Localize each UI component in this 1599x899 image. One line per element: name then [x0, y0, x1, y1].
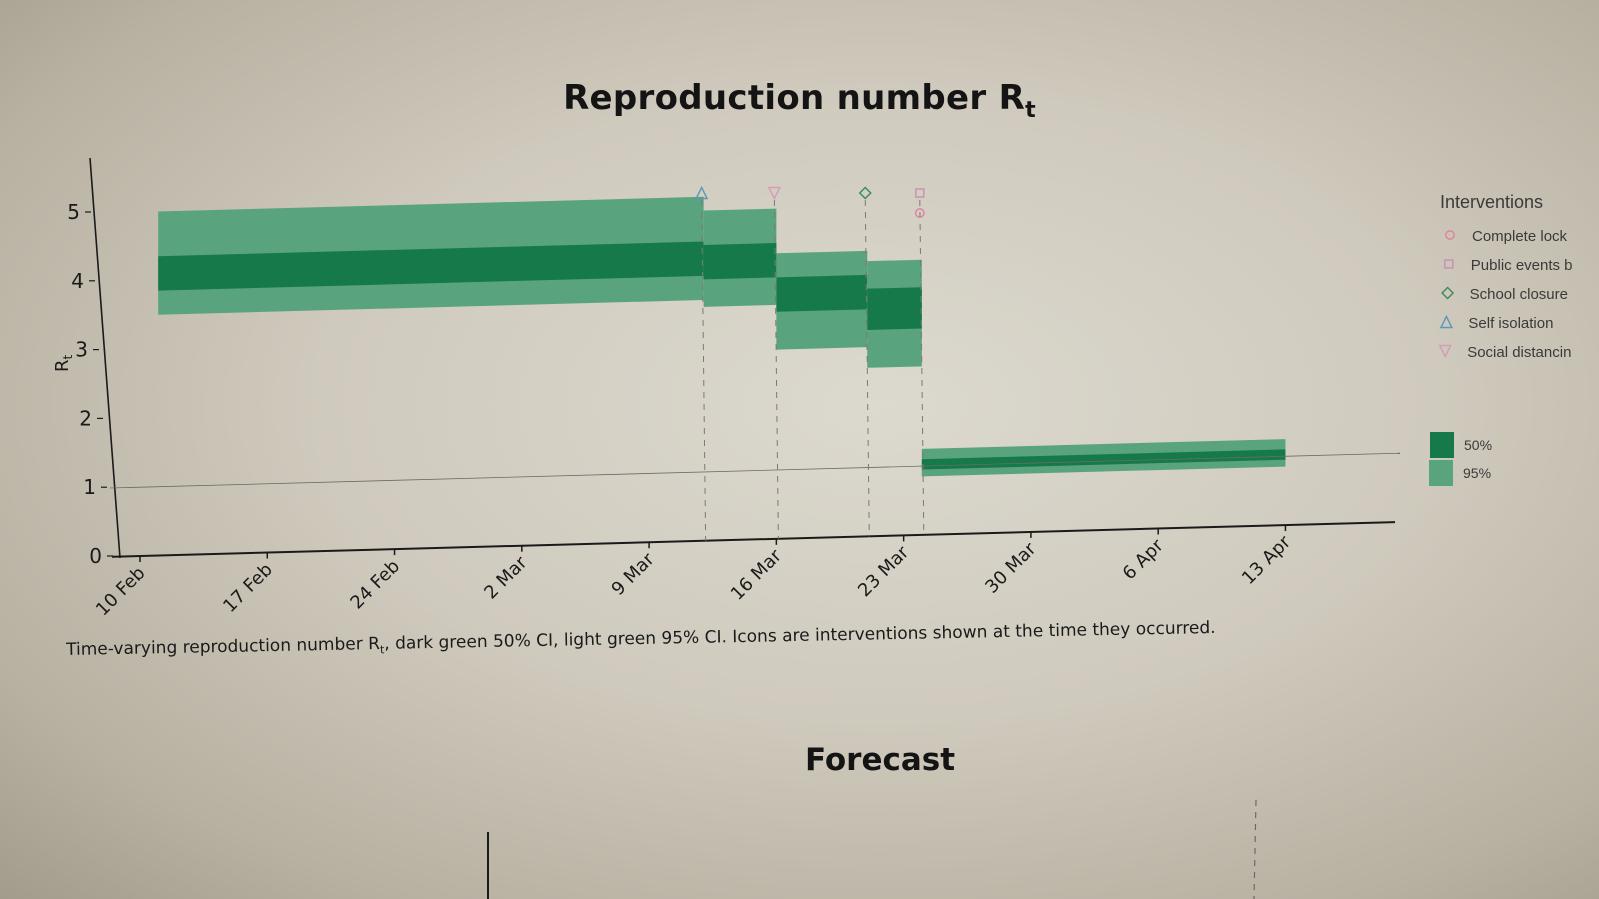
- x-tick-label-5: 16 Mar: [727, 545, 787, 605]
- legend-public_events-icon: [1444, 259, 1454, 269]
- legend-title: Interventions: [1440, 192, 1543, 212]
- x-axis-line: [111, 521, 1396, 558]
- y-tick-label-4: 4: [71, 269, 84, 293]
- intervention-marker-public_events-icon: [915, 188, 925, 198]
- legend-label-ci95: 95%: [1463, 465, 1491, 481]
- intervention-marker-complete_lockdown-icon: [914, 208, 925, 218]
- ci50-band-0: [158, 241, 704, 291]
- x-tick-label-6: 23 Mar: [854, 542, 914, 602]
- y-axis-line: [89, 157, 121, 559]
- intervention-line-3: [919, 199, 925, 535]
- x-tick-label-8: 6 Apr: [1119, 535, 1168, 584]
- intervention-line-2: [864, 199, 870, 537]
- y-tick-label-1: 1: [83, 475, 96, 499]
- legend-social_distancing-icon: [1438, 344, 1452, 359]
- plot-area: 0 1 2 3 4 5 Rt 10 Feb 17 Feb 24 Feb 2 Mar 9 Mar 16 M…: [52, 157, 1401, 899]
- intervention-line-0: [701, 199, 707, 541]
- forecast-section-title: Forecast: [804, 742, 956, 778]
- legend-item-school_closure: School closure: [1470, 286, 1568, 303]
- intervention-marker-social_distancing-icon: [767, 186, 781, 201]
- legend-item-self_isolation: Self isolation: [1468, 315, 1553, 332]
- legend-swatch-ci50: [1430, 432, 1454, 458]
- x-tick-label-3: 2 Mar: [480, 552, 531, 603]
- page-title: Reproduction number Rt: [0, 78, 1599, 123]
- x-tick-label-4: 9 Mar: [608, 549, 659, 600]
- page-title-main: Reproduction number R: [563, 78, 1026, 118]
- legend-item-public_events: Public events b: [1471, 257, 1573, 274]
- legend-swatch-ci95: [1429, 460, 1453, 486]
- y-axis-label: Rt: [52, 354, 75, 372]
- ci50-band-2: [776, 274, 868, 312]
- legend-self_isolation-icon: [1439, 314, 1454, 329]
- y-tick-label-3: 3: [75, 338, 88, 362]
- x-tick-label-9: 13 Apr: [1238, 531, 1296, 589]
- chart-legend: Interventions Complete lock Public events …: [1429, 192, 1573, 486]
- legend-item-complete_lockdown: Complete lock: [1472, 228, 1568, 245]
- ci50-band-4: [921, 449, 1286, 470]
- forecast-dashed-stub: [1253, 799, 1257, 899]
- y-tick-label-2: 2: [79, 406, 92, 430]
- intervention-line-1: [773, 199, 779, 539]
- y-tick-label-5: 5: [67, 200, 80, 224]
- ci50-band-1: [703, 242, 777, 280]
- legend-label-ci50: 50%: [1464, 437, 1492, 453]
- intervention-marker-school_closure-icon: [858, 186, 872, 200]
- legend-item-social_distancing: Social distancin: [1467, 344, 1571, 361]
- x-tick-label-7: 30 Mar: [981, 538, 1041, 598]
- x-tick-label-0: 10 Feb: [92, 563, 150, 621]
- legend-school_closure-icon: [1441, 286, 1455, 300]
- ci50-band-3: [867, 287, 922, 330]
- legend-complete_lockdown-icon: [1445, 230, 1455, 240]
- x-tick-label-1: 17 Feb: [219, 559, 277, 617]
- reference-line-1: [109, 452, 1401, 489]
- intervention-marker-self_isolation-icon: [695, 185, 709, 200]
- x-tick-label-2: 24 Feb: [346, 556, 404, 614]
- y-tick-label-0: 0: [89, 544, 102, 568]
- page-title-subscript: t: [1025, 97, 1036, 123]
